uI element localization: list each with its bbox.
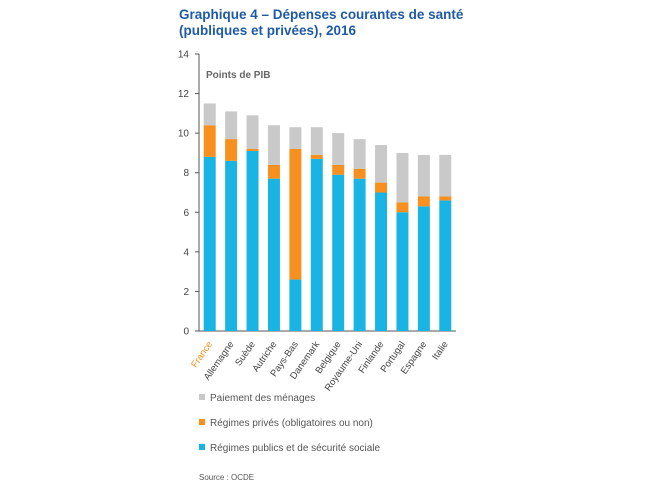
legend-swatch <box>199 394 205 401</box>
legend-item: Paiement des ménages <box>199 393 315 404</box>
bar-segment <box>289 148 302 280</box>
legend-swatch <box>199 444 205 451</box>
bar-segment <box>203 156 216 331</box>
bar-segment <box>353 168 366 179</box>
bar-segment <box>246 148 259 151</box>
bar-segment <box>289 279 302 331</box>
bar-segment <box>289 127 302 149</box>
bar-segment <box>353 139 366 169</box>
bar-segment <box>203 125 216 157</box>
source-note: Source : OCDE <box>199 473 255 482</box>
legend-label: Régimes publics et de sécurité sociale <box>210 443 381 454</box>
bar-segment <box>375 145 388 183</box>
bar-segment <box>417 206 430 331</box>
bar-segment <box>417 196 430 207</box>
bar-segment <box>225 111 238 140</box>
chart-title-line-1: Graphique 4 – Dépenses courantes de sant… <box>179 7 464 22</box>
bar-segment <box>310 127 323 155</box>
bar-segment <box>267 164 280 179</box>
bar-segment <box>246 115 259 149</box>
bar-segment <box>439 154 452 197</box>
chart-title-line-2: (publiques et privées), 2016 <box>179 23 357 38</box>
bar-segment <box>310 154 323 159</box>
x-tick-label: Italie <box>430 339 451 362</box>
bar-segment <box>225 160 238 331</box>
bar-segment <box>396 152 409 203</box>
bar-segment <box>225 139 238 161</box>
bar-segment <box>267 178 280 331</box>
bar-segment <box>203 103 216 126</box>
bar-segment <box>267 125 280 165</box>
bar-segment <box>353 178 366 331</box>
legend-item: Régimes publics et de sécurité sociale <box>199 443 380 454</box>
bar-segment <box>375 192 388 331</box>
legend-label: Paiement des ménages <box>210 393 316 404</box>
y-tick-label: 0 <box>183 327 189 338</box>
bar-segment <box>396 202 409 213</box>
y-tick-label: 6 <box>183 208 189 219</box>
y-tick-label: 10 <box>178 129 190 140</box>
legend-label: Régimes privés (obligatoires ou non) <box>210 418 373 429</box>
bar-segment <box>332 174 345 331</box>
y-tick-label: 8 <box>183 168 189 179</box>
y-tick-label: 14 <box>178 50 190 61</box>
legend-swatch <box>199 419 205 426</box>
y-tick-label: 4 <box>183 247 189 258</box>
bar-segment <box>439 200 452 331</box>
bar-segment <box>246 150 259 331</box>
y-tick-label: 2 <box>183 287 189 298</box>
bar-segment <box>332 164 345 175</box>
bar-segment <box>439 196 452 201</box>
chart-title: Graphique 4 – Dépenses courantes de sant… <box>179 7 479 39</box>
bar-segment <box>375 182 388 193</box>
bar-segment <box>310 158 323 331</box>
bar-segment <box>332 133 345 165</box>
legend-item: Régimes privés (obligatoires ou non) <box>199 418 373 429</box>
y-tick-label: 12 <box>178 89 190 100</box>
bar-segment <box>417 154 430 197</box>
y-axis-label: Points de PIB <box>206 70 270 81</box>
bar-segment <box>396 212 409 331</box>
